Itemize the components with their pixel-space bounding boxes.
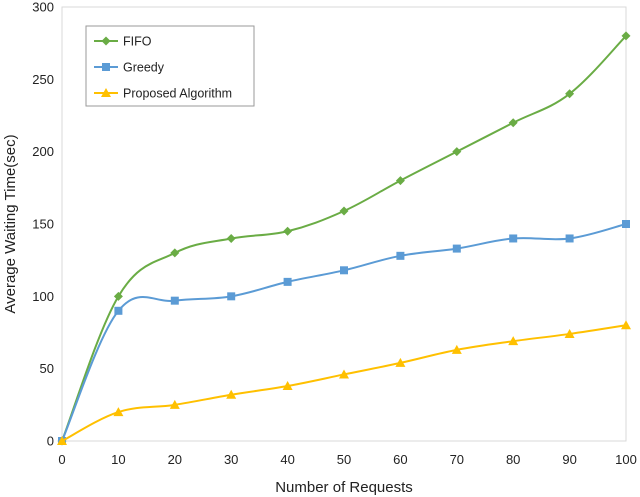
data-point-fifo — [452, 147, 462, 157]
data-point-greedy — [396, 251, 405, 260]
data-point-fifo — [621, 31, 631, 41]
data-point-proposed-algorithm — [282, 381, 293, 391]
y-tick-label: 150 — [32, 217, 54, 232]
data-point-fifo — [508, 118, 518, 128]
data-point-proposed-algorithm — [395, 357, 406, 367]
y-tick-label: 0 — [47, 434, 54, 449]
data-point-greedy — [340, 266, 348, 275]
x-axis-title: Number of Requests — [275, 479, 413, 496]
legend-item-greedy: Greedy — [94, 61, 165, 75]
series-proposed-algorithm — [57, 320, 631, 445]
y-tick-label: 200 — [32, 144, 54, 159]
legend-label: Greedy — [123, 61, 165, 75]
y-axis-ticks: 0 50 100 150 200 250 300 — [32, 0, 54, 449]
x-tick-label: 50 — [337, 452, 351, 467]
y-tick-label: 50 — [40, 361, 54, 376]
legend-swatch-marker — [102, 63, 110, 71]
data-point-fifo — [113, 291, 123, 301]
legend-item-fifo: FIFO — [94, 35, 152, 49]
series-layer — [57, 31, 631, 446]
y-tick-label: 100 — [32, 289, 54, 304]
x-tick-label: 100 — [615, 452, 637, 467]
legend-swatch-marker — [101, 36, 111, 46]
legend-swatch-marker — [101, 88, 111, 97]
x-tick-label: 70 — [450, 452, 464, 467]
data-point-fifo — [395, 176, 405, 186]
legend: FIFO Greedy Proposed Algorithm — [85, 25, 255, 107]
data-point-fifo — [283, 226, 293, 236]
data-point-greedy — [452, 244, 461, 253]
data-point-fifo — [339, 206, 349, 216]
data-point-greedy — [283, 277, 292, 286]
x-tick-label: 0 — [58, 452, 65, 467]
data-point-greedy — [509, 234, 518, 243]
data-point-proposed-algorithm — [226, 389, 237, 399]
data-point-proposed-algorithm — [169, 399, 180, 409]
data-point-proposed-algorithm — [57, 436, 67, 445]
data-point-greedy — [170, 296, 179, 305]
y-tick-label: 250 — [32, 72, 54, 87]
data-point-fifo — [170, 248, 180, 258]
series-fifo — [57, 31, 631, 446]
x-tick-label: 40 — [280, 452, 294, 467]
x-tick-label: 30 — [224, 452, 238, 467]
data-point-proposed-algorithm — [564, 328, 575, 338]
x-tick-label: 60 — [393, 452, 407, 467]
series-line-greedy — [61, 223, 627, 442]
data-point-greedy — [227, 292, 236, 301]
data-point-proposed-algorithm — [621, 320, 631, 330]
data-point-proposed-algorithm — [339, 369, 349, 379]
y-axis-title: Average Waiting Time(sec) — [2, 134, 19, 313]
legend-item-proposed-algorithm: Proposed Algorithm — [94, 87, 232, 101]
x-tick-label: 80 — [506, 452, 520, 467]
data-point-fifo — [226, 233, 236, 243]
y-tick-label: 300 — [32, 0, 54, 15]
data-point-proposed-algorithm — [451, 344, 462, 354]
legend-label: FIFO — [123, 35, 152, 49]
data-point-proposed-algorithm — [508, 336, 519, 346]
legend-label: Proposed Algorithm — [123, 87, 232, 101]
x-tick-label: 20 — [168, 452, 182, 467]
x-tick-label: 90 — [562, 452, 576, 467]
data-point-greedy — [622, 220, 630, 228]
data-point-fifo — [565, 89, 575, 99]
x-tick-label: 10 — [111, 452, 125, 467]
x-axis-ticks: 0 10 20 30 40 50 60 70 80 90 100 — [58, 452, 636, 467]
data-point-greedy — [114, 306, 123, 315]
data-point-proposed-algorithm — [113, 407, 124, 417]
data-point-greedy — [565, 234, 574, 243]
